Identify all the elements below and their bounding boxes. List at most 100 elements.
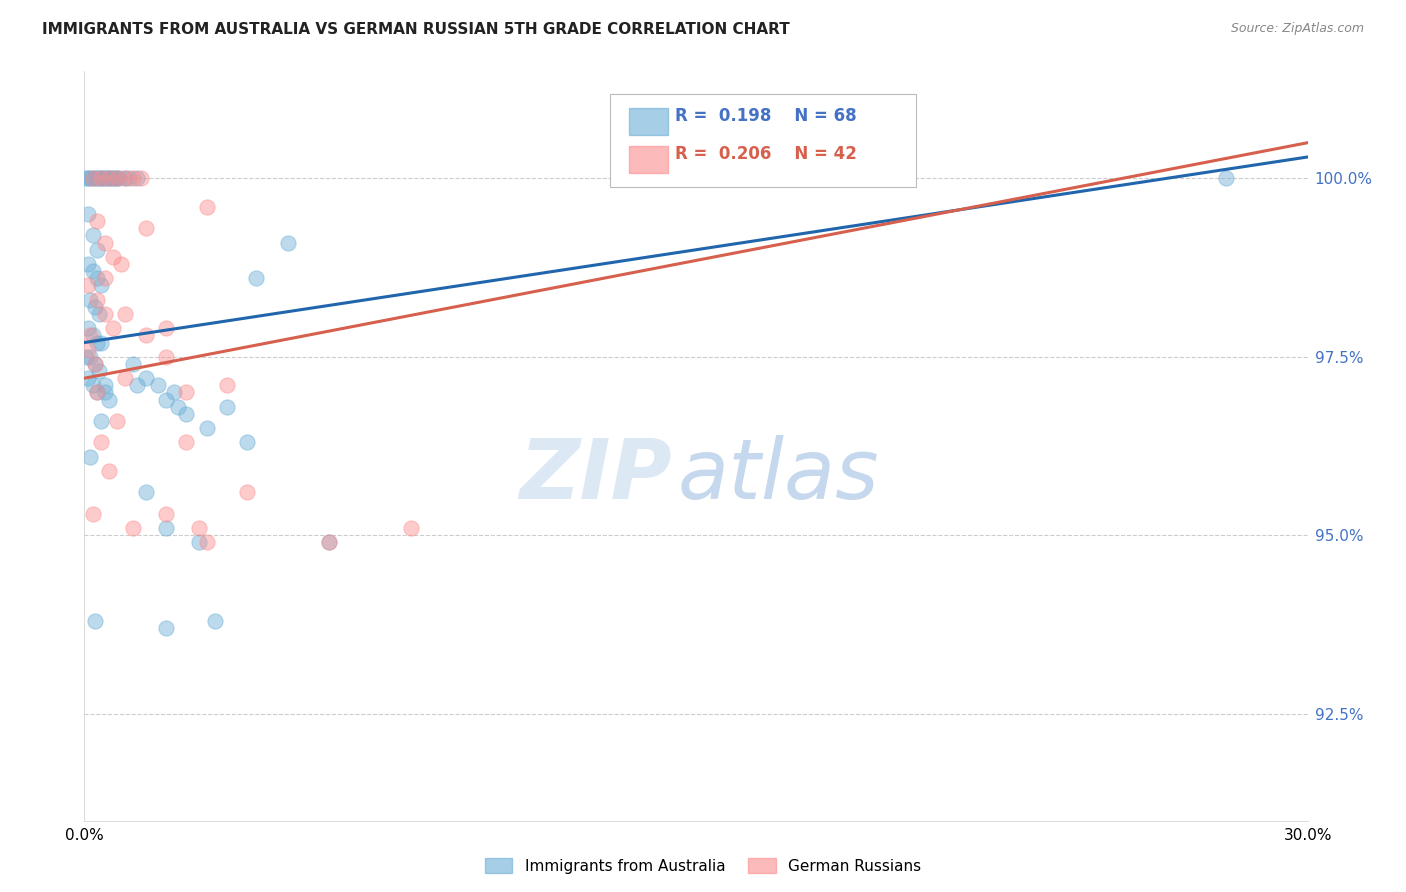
Point: [122, 357, 145, 371]
Point: [83, 357, 105, 371]
Point: [187, 521, 209, 535]
Point: [93, 235, 115, 250]
Point: [77, 343, 100, 357]
Point: [91, 171, 114, 186]
Point: [77, 257, 100, 271]
Point: [82, 378, 104, 392]
Point: [83, 171, 105, 186]
Point: [100, 171, 122, 186]
Text: atlas: atlas: [678, 435, 879, 516]
Point: [86, 385, 108, 400]
Point: [110, 257, 132, 271]
Point: [97, 392, 120, 407]
Point: [79, 450, 101, 464]
Point: [105, 414, 128, 428]
Point: [236, 485, 259, 500]
Point: [86, 271, 108, 285]
Point: [82, 328, 104, 343]
Point: [101, 321, 124, 335]
Point: [217, 400, 239, 414]
Point: [155, 507, 177, 521]
Point: [118, 171, 141, 186]
Text: IMMIGRANTS FROM AUSTRALIA VS GERMAN RUSSIAN 5TH GRADE CORRELATION CHART: IMMIGRANTS FROM AUSTRALIA VS GERMAN RUSS…: [42, 22, 790, 37]
Point: [82, 507, 104, 521]
Point: [135, 328, 157, 343]
Point: [90, 335, 112, 350]
Point: [97, 171, 120, 186]
Point: [155, 621, 177, 635]
Text: ZIP: ZIP: [519, 435, 672, 516]
Point: [87, 307, 110, 321]
Point: [82, 264, 104, 278]
Point: [93, 385, 115, 400]
Point: [101, 250, 124, 264]
Point: [135, 371, 157, 385]
Point: [86, 335, 108, 350]
Point: [101, 171, 124, 186]
Point: [318, 535, 340, 549]
Point: [90, 171, 112, 186]
Point: [277, 235, 299, 250]
Point: [82, 171, 104, 186]
Point: [204, 614, 226, 628]
Point: [86, 293, 108, 307]
Point: [195, 200, 218, 214]
Point: [122, 521, 145, 535]
Point: [104, 171, 127, 186]
Point: [318, 535, 340, 549]
FancyBboxPatch shape: [628, 145, 668, 172]
Point: [127, 378, 149, 392]
Point: [97, 464, 120, 478]
Point: [79, 293, 101, 307]
Point: [87, 171, 110, 186]
Legend: Immigrants from Australia, German Russians: Immigrants from Australia, German Russia…: [479, 852, 927, 880]
Point: [399, 521, 422, 535]
Point: [77, 321, 100, 335]
Point: [114, 371, 136, 385]
Point: [187, 535, 209, 549]
Point: [127, 171, 149, 186]
Point: [135, 485, 157, 500]
Point: [1215, 171, 1237, 186]
Point: [135, 221, 157, 235]
Point: [77, 371, 100, 385]
Point: [114, 171, 136, 186]
Point: [174, 407, 197, 421]
Point: [93, 171, 115, 186]
Point: [79, 328, 101, 343]
Point: [90, 278, 112, 293]
Point: [155, 521, 177, 535]
Point: [90, 414, 112, 428]
Point: [93, 307, 115, 321]
Point: [75, 171, 97, 186]
Text: Source: ZipAtlas.com: Source: ZipAtlas.com: [1230, 22, 1364, 36]
Point: [644, 171, 666, 186]
Point: [114, 307, 136, 321]
Point: [93, 271, 115, 285]
Point: [236, 435, 259, 450]
Point: [195, 421, 218, 435]
Point: [97, 171, 120, 186]
Point: [155, 321, 177, 335]
Point: [79, 350, 101, 364]
Point: [114, 171, 136, 186]
Point: [90, 171, 112, 186]
Point: [86, 214, 108, 228]
Point: [86, 243, 108, 257]
Point: [155, 350, 177, 364]
Point: [245, 271, 267, 285]
Point: [146, 378, 169, 392]
Point: [105, 171, 128, 186]
Point: [163, 385, 186, 400]
Point: [122, 171, 145, 186]
Point: [174, 435, 197, 450]
Point: [83, 614, 105, 628]
Point: [86, 385, 108, 400]
Point: [174, 385, 197, 400]
Point: [77, 171, 100, 186]
Text: R =  0.198    N = 68: R = 0.198 N = 68: [675, 107, 856, 125]
Point: [108, 171, 131, 186]
Point: [79, 171, 101, 186]
Point: [77, 278, 100, 293]
Point: [217, 378, 239, 392]
